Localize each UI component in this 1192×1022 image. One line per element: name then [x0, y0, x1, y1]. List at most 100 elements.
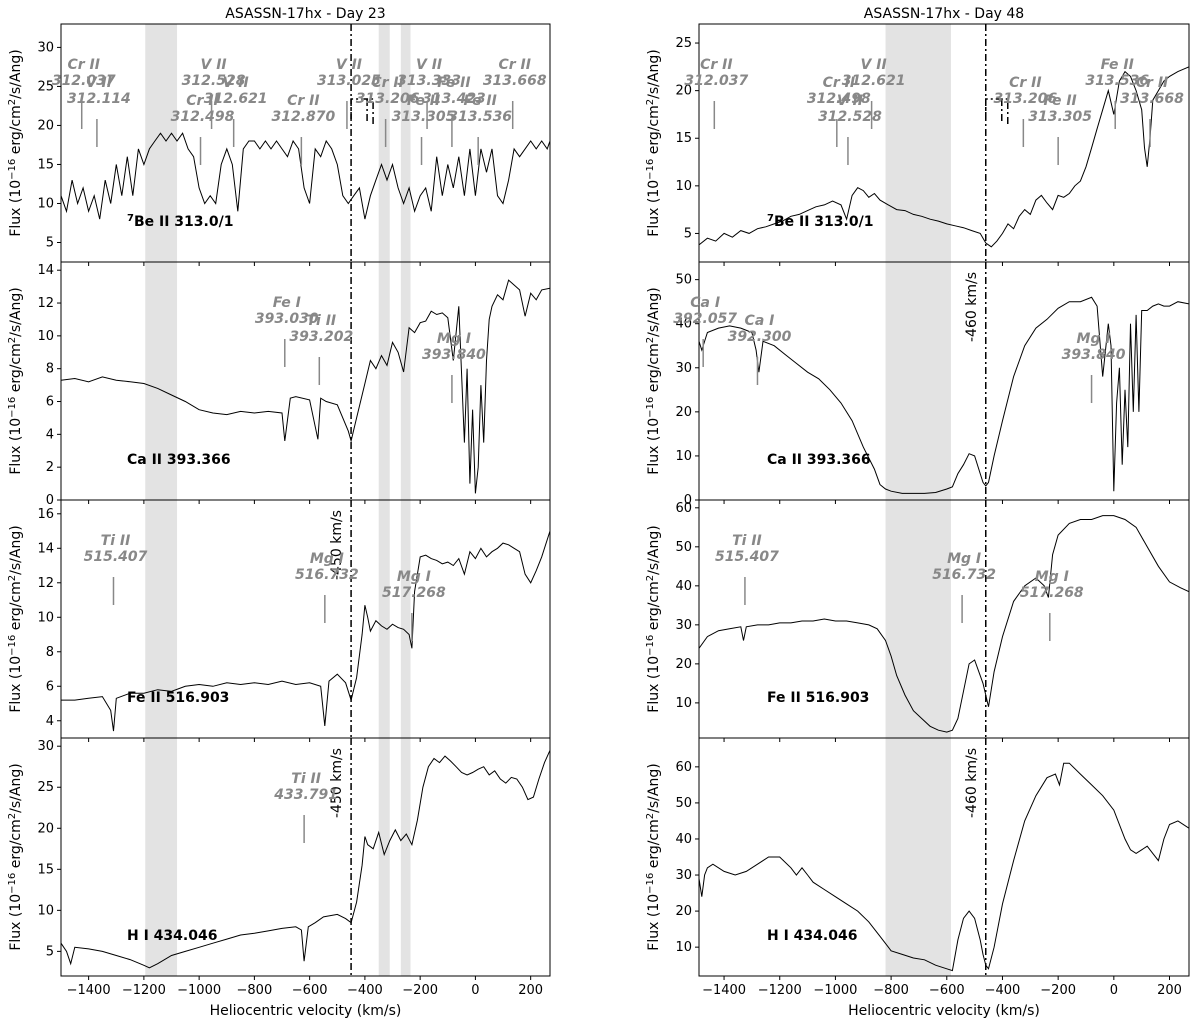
velocity-marker-label: -450 km/s: [329, 748, 345, 818]
y-tick-label: 20: [675, 84, 692, 99]
annotation-ion: Cr II: [67, 57, 99, 73]
y-tick-label: 16: [37, 507, 54, 522]
y-tick-label: 5: [46, 235, 54, 250]
x-tick-label: −600: [292, 983, 328, 998]
annotation-wavelength: 312.528: [182, 73, 246, 89]
x-tick-label: 200: [518, 983, 543, 998]
annotation-wavelength: 393.840: [422, 347, 486, 363]
y-tick-label: 5: [684, 226, 692, 241]
x-axis-label: Heliocentric velocity (km/s): [848, 1003, 1040, 1019]
y-tick-label: 20: [675, 657, 692, 672]
y-axis-label-part: /s/Ang): [8, 49, 24, 99]
y-axis-label-part: 2: [645, 99, 656, 105]
y-tick-label: 10: [675, 449, 692, 464]
annotation-wavelength: 393.202: [289, 329, 353, 345]
panel-plot-area: [699, 738, 1189, 976]
y-axis-label-part: Flux (10: [8, 656, 24, 713]
y-tick-label: 30: [37, 40, 54, 55]
shaded-region: [400, 262, 411, 500]
y-axis-label-part: −16: [645, 873, 656, 894]
y-tick-label: 15: [675, 131, 692, 146]
annotation-wavelength: 392.300: [728, 329, 792, 345]
y-axis-label: Flux (10−16 erg/cm2/s/Ang): [645, 49, 663, 236]
y-axis-label-part: Flux (10: [646, 418, 662, 475]
annotation-ion: Cr II: [1009, 75, 1041, 91]
y-axis-label-part: 2: [7, 337, 18, 343]
annotation-wavelength: 313.668: [483, 73, 547, 89]
shaded-region: [885, 500, 951, 738]
y-axis-label-part: erg/cm: [8, 105, 24, 159]
y-tick-label: 15: [37, 157, 54, 172]
annotation-wavelength: 312.498: [171, 109, 235, 125]
y-tick-label: 20: [37, 821, 54, 836]
ion-name: Ca II 393.366: [127, 452, 231, 468]
ion-label: H I 434.046: [767, 928, 857, 944]
y-tick-label: 0: [46, 493, 54, 508]
annotation-ion: Ti II: [306, 313, 336, 329]
panel-plot-area: [699, 24, 1189, 262]
y-tick-label: 10: [675, 940, 692, 955]
y-tick-label: 25: [37, 780, 54, 795]
annotation-ion: V II: [336, 57, 362, 73]
y-axis-label-part: Flux (10: [8, 418, 24, 475]
y-tick-label: 20: [675, 904, 692, 919]
x-axis-label: Heliocentric velocity (km/s): [210, 1003, 402, 1019]
panel-plot-area: [699, 500, 1189, 738]
y-axis-label-part: −16: [7, 873, 18, 894]
velocity-marker-label: -450 km/s: [329, 510, 345, 580]
shaded-region: [885, 738, 951, 976]
y-tick-label: 10: [37, 329, 54, 344]
y-tick-label: 20: [37, 118, 54, 133]
annotation-ion: Ti II: [101, 533, 131, 549]
y-axis-label-part: 2: [7, 575, 18, 581]
annotation-wavelength: 313.536: [448, 109, 512, 125]
annotation-ion: V II: [86, 75, 112, 91]
x-tick-label: −800: [237, 983, 273, 998]
x-tick-label: 0: [1110, 983, 1118, 998]
ion-label: 7Be II 313.0/1: [767, 213, 873, 231]
annotation-wavelength: 313.025: [317, 73, 381, 89]
annotation-wavelength: 313.206: [356, 91, 420, 107]
y-tick-label: 4: [46, 714, 54, 729]
y-tick-label: 30: [675, 618, 692, 633]
y-axis-label: Flux (10−16 erg/cm2/s/Ang): [645, 763, 663, 950]
ion-label: Fe II 516.903: [127, 690, 229, 706]
y-tick-label: 10: [37, 196, 54, 211]
y-tick-label: 14: [37, 541, 54, 556]
y-axis-label-part: erg/cm: [646, 105, 662, 159]
ion-name: H I 434.046: [127, 928, 217, 944]
ion-name: Ca II 393.366: [767, 452, 871, 468]
y-axis-label: Flux (10−16 erg/cm2/s/Ang): [7, 525, 25, 712]
annotation-wavelength: 517.268: [382, 585, 446, 601]
y-axis-label-part: erg/cm: [8, 343, 24, 397]
y-axis-label-part: /s/Ang): [8, 525, 24, 575]
y-tick-label: 60: [675, 760, 692, 775]
y-tick-label: 60: [675, 501, 692, 516]
annotation-wavelength: 312.114: [67, 91, 131, 107]
x-tick-label: −200: [1040, 983, 1076, 998]
ion-name: Be II 313.0/1: [134, 214, 233, 230]
y-tick-label: 14: [37, 263, 54, 278]
spectrum-line: [61, 132, 550, 220]
ion-label: H I 434.046: [127, 928, 217, 944]
y-tick-label: 10: [37, 903, 54, 918]
annotation-ion: Fe II: [437, 75, 470, 91]
y-tick-label: 10: [675, 179, 692, 194]
shaded-region: [400, 24, 411, 262]
y-tick-label: 50: [675, 796, 692, 811]
ion-name: Fe II 516.903: [127, 690, 229, 706]
annotation-ion: Ti II: [291, 771, 321, 787]
annotation-ion: V II: [416, 57, 442, 73]
y-axis-label-part: Flux (10: [646, 180, 662, 237]
y-axis-label-part: −16: [7, 635, 18, 656]
ion-isotope: 7: [127, 213, 134, 224]
x-tick-label: −400: [347, 983, 383, 998]
doublet-bracket: [350, 98, 374, 124]
shaded-region: [378, 738, 390, 976]
spectrum-line: [699, 296, 1189, 494]
ion-label: 7Be II 313.0/1: [127, 213, 233, 231]
annotation-wavelength: 313.305: [1028, 109, 1092, 125]
y-tick-label: 8: [46, 362, 54, 377]
